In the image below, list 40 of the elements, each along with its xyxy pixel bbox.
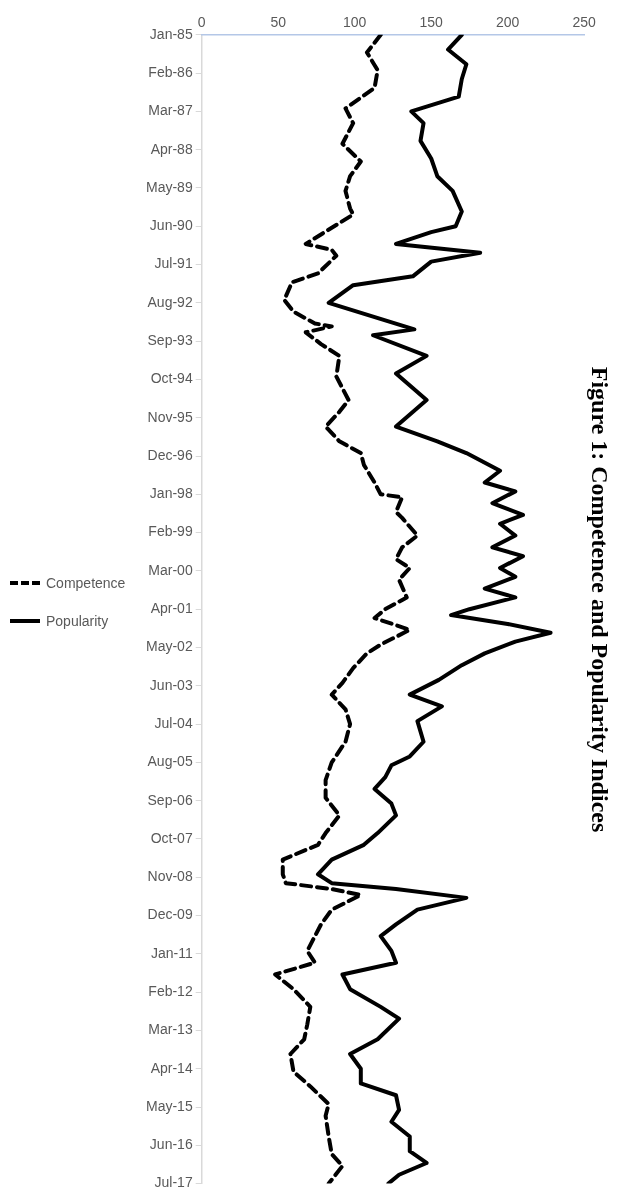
- y-tick-label: Feb-86: [148, 63, 193, 80]
- y-tick-label: Jul-17: [154, 1174, 193, 1191]
- y-tick-label: Mar-13: [148, 1021, 193, 1038]
- y-tick-label: Mar-87: [148, 102, 193, 119]
- y-tick-label: Apr-14: [150, 1059, 193, 1076]
- y-tick-label: Jul-04: [154, 714, 193, 731]
- text: Figure 1: Competence and Popularity Indices: [587, 366, 614, 833]
- y-tick-label: Sep-93: [147, 332, 193, 349]
- x-tick-label: 0: [197, 14, 206, 31]
- y-tick-label: Jan-85: [149, 25, 193, 42]
- y-tick-label: Aug-05: [147, 753, 193, 770]
- y-tick-label: Oct-94: [150, 370, 193, 387]
- x-tick-label: 200: [496, 14, 520, 31]
- y-tick-label: Jun-03: [149, 676, 193, 693]
- y-tick-label: May-15: [146, 1097, 193, 1114]
- y-tick-label: Dec-96: [147, 446, 193, 463]
- y-tick-label: Jan-98: [149, 485, 193, 502]
- y-tick-label: Feb-99: [148, 523, 193, 540]
- legend-label: Popularity: [46, 612, 109, 629]
- y-tick-label: May-02: [146, 638, 193, 655]
- y-tick-label: Jun-90: [149, 217, 193, 234]
- y-tick-label: Mar-00: [148, 561, 193, 578]
- y-tick-label: May-89: [146, 178, 193, 195]
- y-tick-label: Jul-91: [154, 255, 193, 272]
- x-tick-label: 250: [572, 14, 597, 31]
- y-tick-label: Apr-88: [150, 140, 193, 157]
- y-tick-label: Jan-11: [150, 944, 193, 961]
- y-tick-label: Nov-95: [147, 408, 193, 425]
- legend-label: Competence: [46, 574, 126, 591]
- x-tick-label: 100: [343, 14, 367, 31]
- y-tick-label: Oct-07: [150, 829, 193, 846]
- y-tick-label: Aug-92: [147, 293, 193, 310]
- y-tick-label: Apr-01: [150, 600, 193, 617]
- x-tick-label: 150: [419, 14, 444, 31]
- y-tick-label: Nov-08: [147, 868, 193, 885]
- y-tick-label: Feb-12: [148, 982, 193, 999]
- y-tick-label: Sep-06: [147, 791, 193, 808]
- x-tick-label: 50: [270, 14, 287, 31]
- y-tick-label: Dec-09: [147, 906, 193, 923]
- y-tick-label: Jun-16: [149, 1136, 193, 1153]
